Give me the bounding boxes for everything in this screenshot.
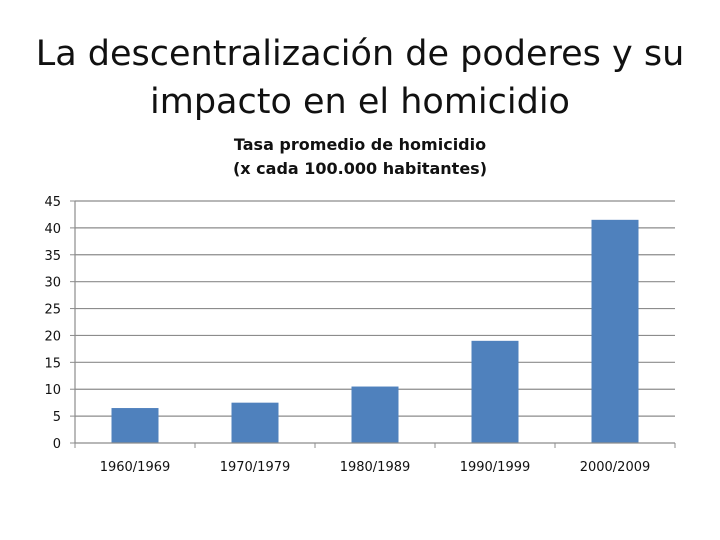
y-tick-label: 0 xyxy=(53,437,61,452)
y-tick-label: 35 xyxy=(44,249,61,264)
grid-lines xyxy=(75,200,675,417)
chart-title: Tasa promedio de homicidio (x cada 100.0… xyxy=(0,133,720,181)
slide-title-line-2: impacto en el homicidio xyxy=(150,82,570,122)
y-tick-label: 15 xyxy=(44,356,61,371)
x-tick-label: 1970/1979 xyxy=(220,460,291,475)
bar-1970/1979 xyxy=(231,402,279,443)
x-tick-label: 1960/1969 xyxy=(100,460,171,475)
x-tick-label: 1990/1999 xyxy=(460,460,531,475)
y-tick-label: 25 xyxy=(44,303,61,318)
y-tick-label: 30 xyxy=(44,276,61,291)
chart-title-line-2: (x cada 100.000 habitantes) xyxy=(232,159,488,178)
axes xyxy=(70,200,676,448)
bar-2000/2009 xyxy=(591,219,639,443)
x-tick-label: 2000/2009 xyxy=(580,460,651,475)
y-tick-label: 40 xyxy=(44,222,61,237)
bar-1990/1999 xyxy=(471,340,519,443)
y-tick-label: 20 xyxy=(44,329,61,344)
y-tick-label: 5 xyxy=(53,410,61,425)
chart-title-line-1: Tasa promedio de homicidio xyxy=(233,135,487,154)
slide-title: La descentralización de poderes y su imp… xyxy=(0,30,720,126)
bar-1960/1969 xyxy=(111,408,159,443)
bar-1980/1989 xyxy=(351,386,399,443)
slide-title-line-1: La descentralización de poderes y su xyxy=(35,34,685,74)
x-tick-label: 1980/1989 xyxy=(340,460,411,475)
bars xyxy=(111,219,639,443)
y-tick-label: 10 xyxy=(44,383,61,398)
tick-labels: 0 5 10 15 20 25 30 35 40 45 1960/1969 1970/1979 1980… xyxy=(44,195,650,475)
y-tick-label: 45 xyxy=(44,195,61,210)
